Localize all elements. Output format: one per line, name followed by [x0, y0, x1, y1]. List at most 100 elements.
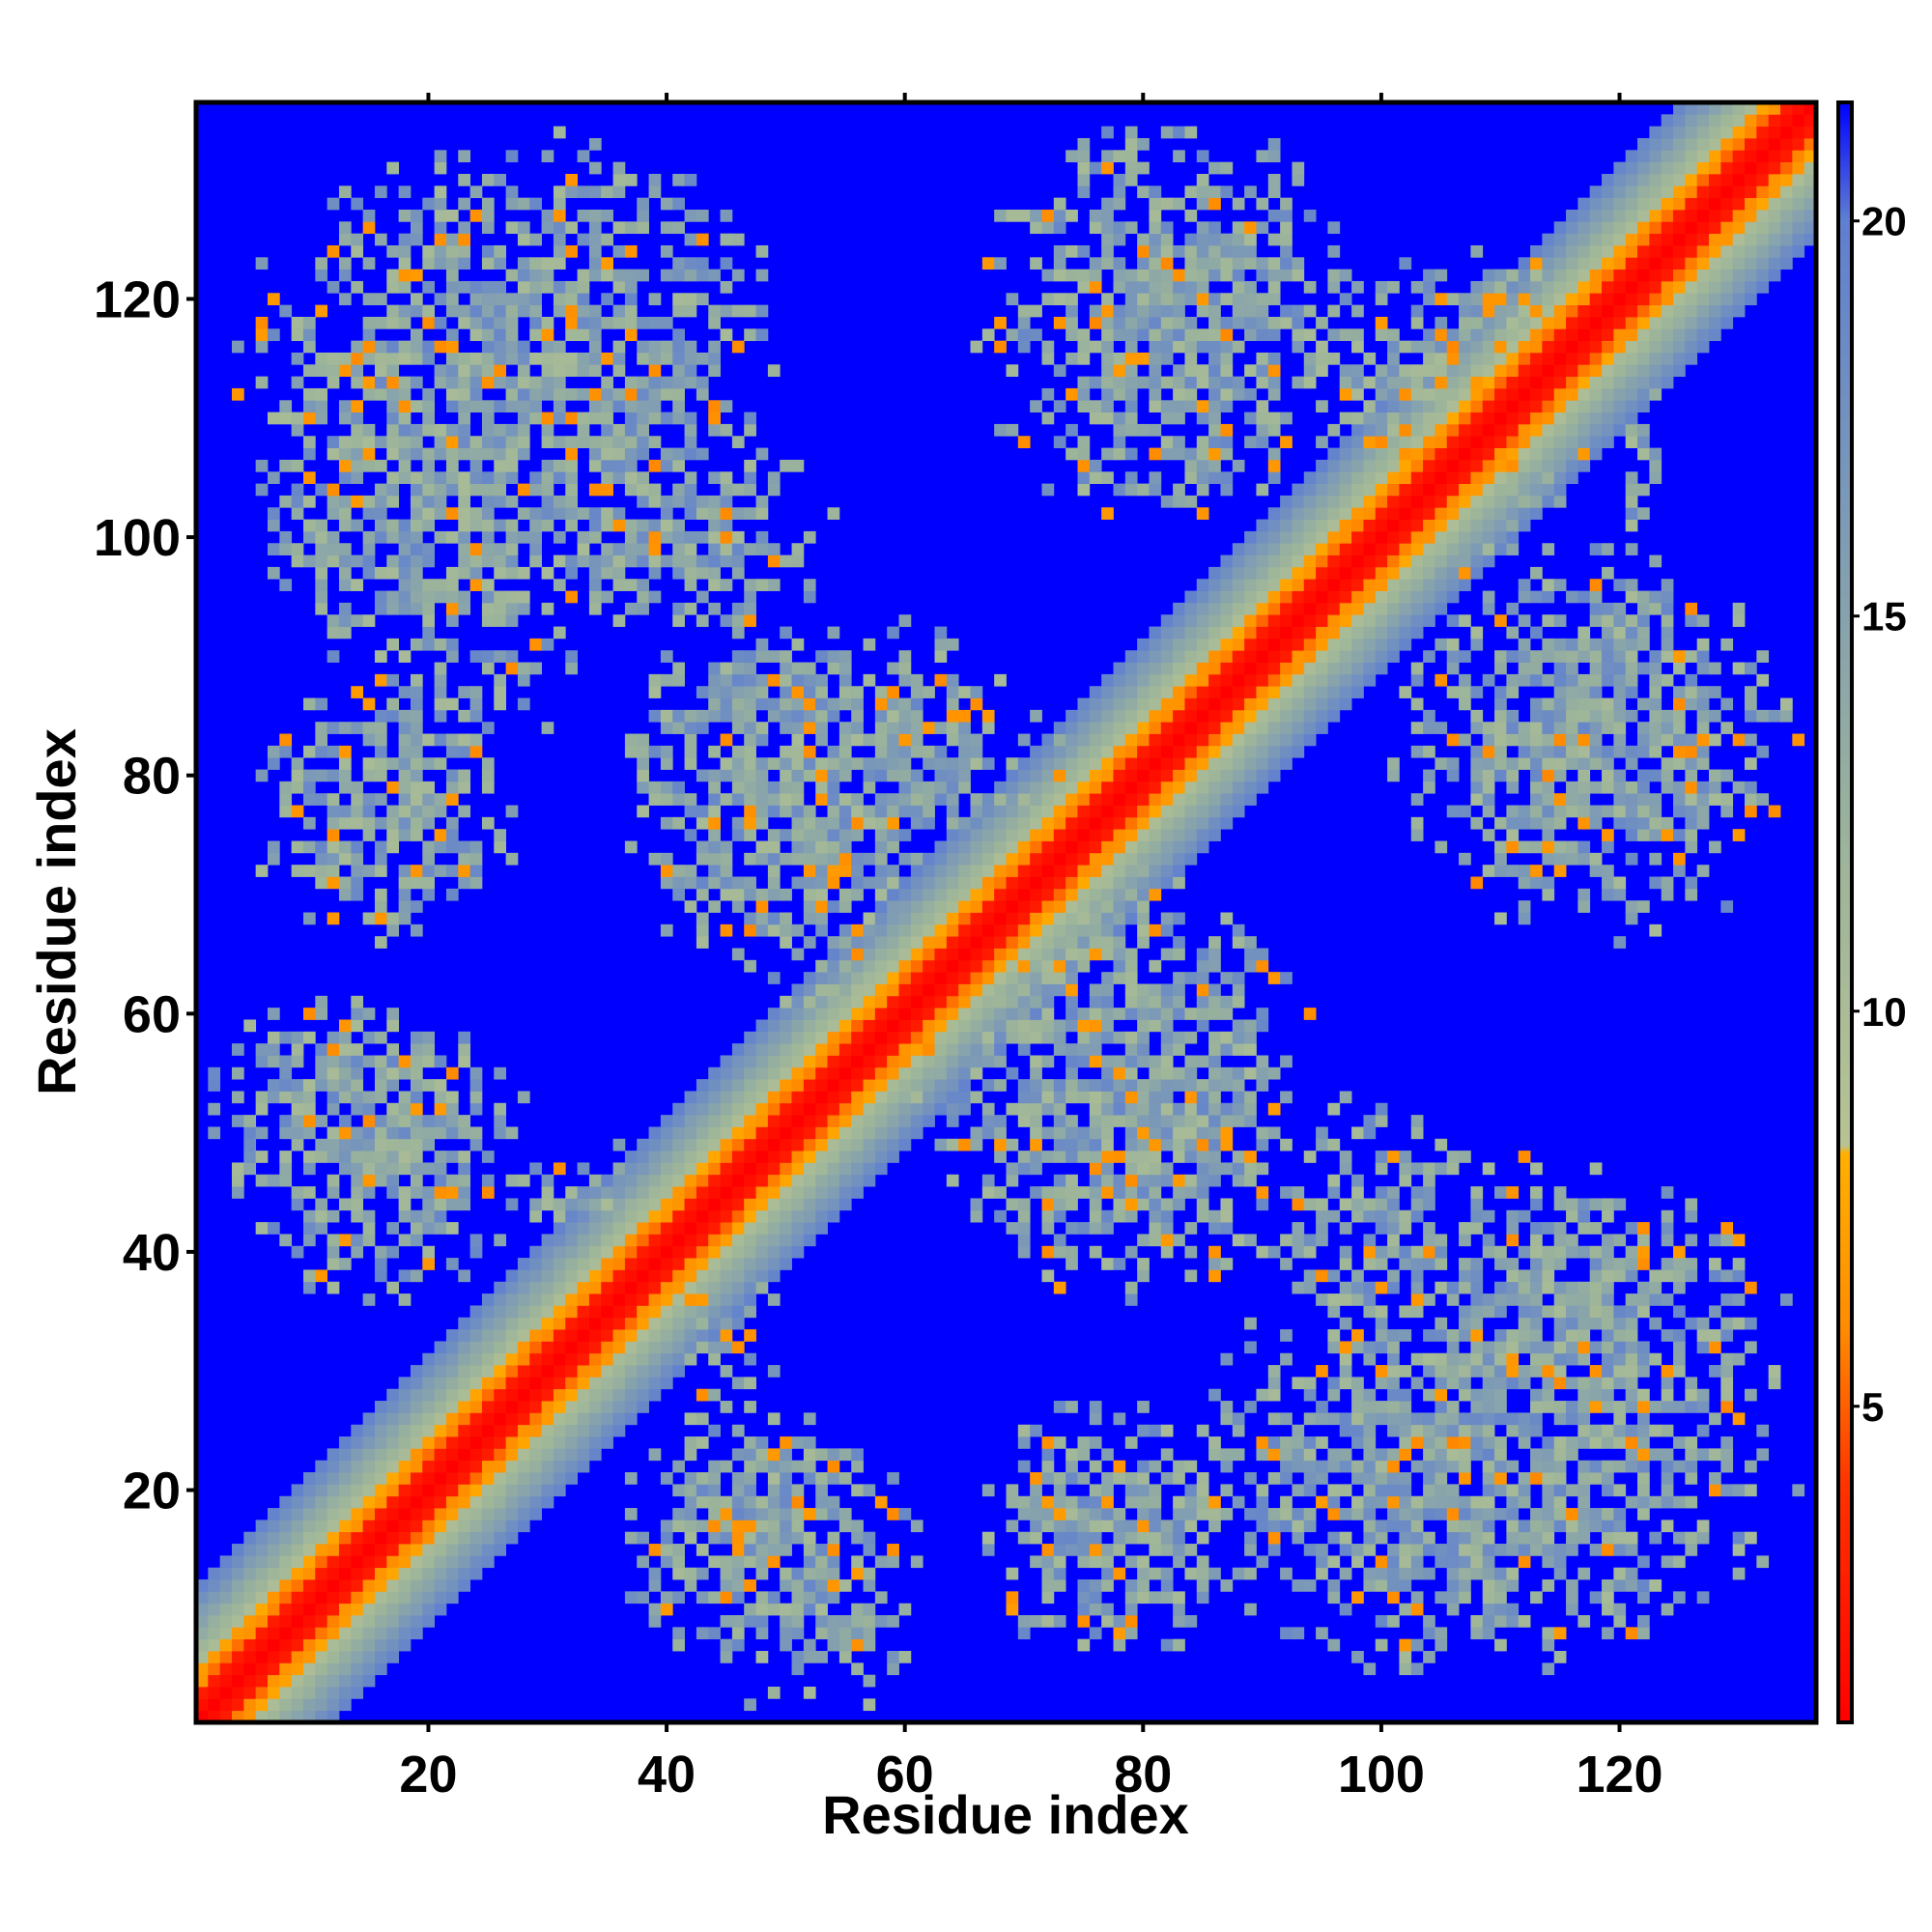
heatmap-cell	[1173, 412, 1185, 425]
heatmap-cell	[720, 1186, 733, 1199]
heatmap-cell	[1173, 126, 1185, 139]
heatmap-cell	[637, 519, 649, 532]
heatmap-cell	[541, 387, 554, 401]
heatmap-cell	[791, 1603, 805, 1616]
heatmap-cell	[744, 1460, 756, 1473]
heatmap-cell	[553, 304, 566, 318]
heatmap-cell	[863, 1055, 876, 1068]
heatmap-cell	[708, 352, 721, 365]
heatmap-cell	[720, 697, 733, 711]
heatmap-cell	[755, 1126, 769, 1140]
heatmap-cell	[696, 912, 709, 925]
heatmap-cell	[1184, 447, 1198, 461]
heatmap-cell	[981, 257, 995, 270]
heatmap-cell	[1101, 983, 1114, 997]
heatmap-cell	[744, 1115, 756, 1127]
heatmap-cell	[1184, 709, 1198, 723]
heatmap-cell	[1030, 793, 1042, 806]
heatmap-cell	[386, 1174, 400, 1187]
heatmap-cell	[1124, 352, 1138, 365]
heatmap-cell	[553, 1352, 566, 1366]
heatmap-cell	[981, 709, 995, 723]
heatmap-cell	[577, 543, 590, 555]
heatmap-cell	[362, 1460, 376, 1473]
heatmap-cell	[1220, 364, 1234, 378]
heatmap-cell	[517, 436, 530, 448]
heatmap-cell	[445, 1126, 459, 1140]
heatmap-cell	[231, 1174, 244, 1187]
heatmap-cell	[1030, 912, 1042, 925]
heatmap-cell	[934, 923, 948, 937]
heatmap-cell	[398, 1424, 412, 1437]
heatmap-cell	[1053, 793, 1066, 806]
heatmap-cell	[505, 1388, 519, 1402]
heatmap-cell	[338, 352, 352, 365]
heatmap-cell	[815, 1162, 828, 1176]
heatmap-cell	[648, 686, 662, 698]
heatmap-cell	[1030, 757, 1042, 770]
heatmap-cell	[1160, 805, 1174, 818]
heatmap-cell	[553, 221, 566, 235]
heatmap-cell	[1053, 1281, 1066, 1294]
heatmap-cell	[637, 781, 649, 794]
heatmap-cell	[624, 436, 638, 448]
heatmap-cell	[565, 1401, 578, 1413]
heatmap-cell	[803, 1162, 816, 1176]
heatmap-cell	[219, 1579, 233, 1592]
heatmap-cell	[624, 423, 638, 437]
heatmap-cell	[315, 1079, 328, 1092]
heatmap-cell	[1137, 1174, 1150, 1187]
heatmap-cell	[1160, 1531, 1174, 1545]
heatmap-cell	[1220, 745, 1234, 758]
heatmap-cell	[744, 423, 756, 437]
heatmap-cell	[838, 1115, 852, 1127]
heatmap-cell	[601, 447, 613, 461]
heatmap-cell	[231, 1662, 244, 1676]
heatmap-cell	[1065, 769, 1078, 782]
heatmap-cell	[744, 912, 756, 925]
heatmap-cell	[1089, 888, 1102, 901]
heatmap-cell	[410, 579, 423, 591]
heatmap-cell	[981, 816, 995, 830]
heatmap-cell	[434, 1341, 447, 1354]
heatmap-cell	[1006, 1031, 1019, 1044]
heatmap-cell	[327, 436, 340, 448]
heatmap-cell	[994, 972, 1007, 984]
heatmap-cell	[1208, 662, 1221, 675]
heatmap-cell	[469, 1234, 483, 1247]
heatmap-cell	[744, 1043, 756, 1056]
heatmap-cell	[458, 447, 471, 461]
heatmap-cell	[1041, 1436, 1055, 1449]
heatmap-cell	[374, 519, 387, 532]
heatmap-cell	[838, 686, 852, 698]
heatmap-cell	[910, 995, 923, 1009]
heatmap-cell	[1065, 1091, 1078, 1104]
heatmap-cell	[1208, 1245, 1221, 1259]
heatmap-cell	[327, 865, 340, 877]
heatmap-cell	[637, 1555, 649, 1569]
heatmap-cell	[898, 1055, 912, 1068]
heatmap-cell	[1160, 233, 1174, 246]
heatmap-cell	[672, 1317, 685, 1330]
heatmap-cell	[302, 793, 316, 806]
heatmap-cell	[1149, 483, 1162, 497]
heatmap-cell	[541, 1305, 554, 1319]
heatmap-cell	[1149, 638, 1162, 651]
heatmap-cell	[398, 722, 412, 734]
heatmap-cell	[529, 280, 542, 294]
heatmap-cell	[1173, 269, 1185, 282]
heatmap-cell	[291, 805, 304, 818]
heatmap-cell	[1101, 150, 1114, 163]
heatmap-cell	[624, 1531, 638, 1545]
heatmap-cell	[1124, 852, 1138, 866]
heatmap-cell	[851, 1091, 864, 1104]
heatmap-cell	[1006, 769, 1019, 782]
heatmap-cell	[315, 483, 328, 497]
heatmap-cell	[744, 1281, 756, 1294]
heatmap-cell	[374, 1460, 387, 1473]
heatmap-cell	[744, 471, 756, 484]
heatmap-cell	[601, 412, 613, 425]
heatmap-cell	[1160, 316, 1174, 329]
heatmap-cell	[637, 1258, 649, 1270]
heatmap-cell	[434, 1520, 447, 1533]
